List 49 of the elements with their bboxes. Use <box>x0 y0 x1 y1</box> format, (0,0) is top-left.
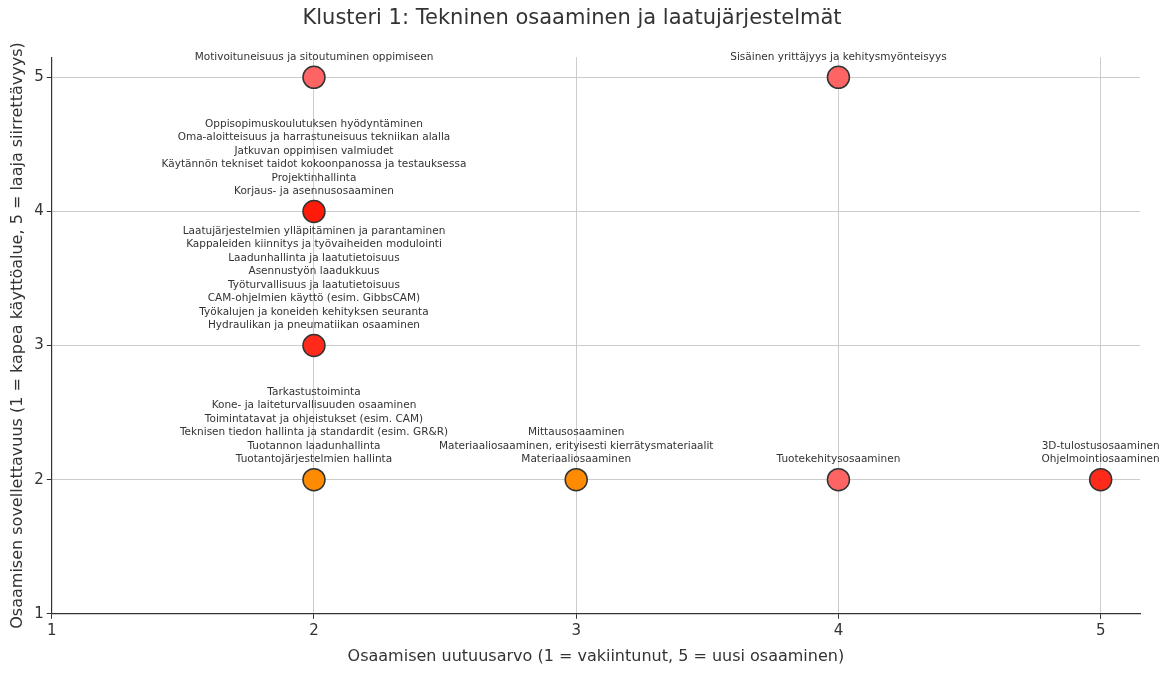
annotation: 3D-tulostusosaaminen <box>1041 438 1160 451</box>
x-tick-label: 1 <box>46 620 57 639</box>
x-tick-label: 3 <box>571 620 581 639</box>
point <box>826 467 851 492</box>
annotation: Työturvallisuus ja laatutietoisuus <box>227 277 400 290</box>
annotation: Oma-aloitteisuus ja harrastuneisuus tekniikan alalla <box>177 130 451 143</box>
x-axis-title: Osaamisen uutuusarvo (1 = vakiintunut, 5 = uusi osaaminen) <box>347 645 845 665</box>
point <box>302 199 326 224</box>
x-tick-label: 4 <box>833 620 844 639</box>
point <box>826 65 851 90</box>
annotation: Käytännön tekniset taidot kokoonpanossa ja testauksessa <box>161 157 467 170</box>
annotation: Materiaaliosaaminen, erityisesti kierrätysmateriaalit <box>438 438 714 451</box>
annotation: Jatkuvan oppimisen valmiudet <box>233 143 394 156</box>
annotation: Tuotannon laadunhallinta <box>246 438 381 451</box>
annotation: Oppisopimuskoulutuksen hyödyntäminen <box>205 116 423 129</box>
chart-title: Klusteri 1: Tekninen osaaminen ja laatujärjestelmät <box>302 5 842 30</box>
point <box>302 333 326 358</box>
annotation: Tarkastustoiminta <box>266 384 361 397</box>
annotation: Hydraulikan ja pneumatiikan osaaminen <box>207 318 421 331</box>
x-tick-label: 5 <box>1095 620 1106 639</box>
y-tick-label: 5 <box>34 67 44 86</box>
y-tick-label: 4 <box>34 201 44 220</box>
annotation: Tuotantojärjestelmien hallinta <box>234 452 393 465</box>
y-tick-label: 2 <box>34 469 44 488</box>
annotation: Mittausosaaminen <box>527 425 625 438</box>
annotation: Teknisen tiedon hallinta ja standardit (esim. GR&R) <box>178 425 449 438</box>
annotation: CAM-ohjelmien käyttö (esim. GibbsCAM) <box>207 291 421 304</box>
annotation: Projektinhallinta <box>271 170 357 183</box>
point <box>564 467 588 492</box>
annotation: Toimintatavat ja ohjeistukset (esim. CAM) <box>203 411 424 424</box>
annotation: Materiaaliosaaminen <box>521 452 632 465</box>
annotation: Kappaleiden kiinnitys ja työvaiheiden modulointi <box>186 237 442 250</box>
y-axis-title: Osaamisen sovellettavuus (1 = kapea käyttöalue, 5 = laaja siirrettävyys) <box>6 42 26 629</box>
annotation: Ohjelmointiosaaminen <box>1041 452 1160 465</box>
y-tick-label: 1 <box>34 603 44 622</box>
annotation: Asennustyön laadukkuus <box>248 264 380 277</box>
point <box>302 65 326 90</box>
annotation: Tuotekehitysosaaminen <box>775 452 901 465</box>
x-tick-label: 2 <box>309 620 319 639</box>
annotation: Kone- ja laiteturvallisuuden osaaminen <box>211 398 417 411</box>
y-tick-label: 3 <box>34 335 44 354</box>
annotation: Laadunhallinta ja laatutietoisuus <box>228 250 400 263</box>
point <box>302 467 326 492</box>
point <box>1088 467 1113 492</box>
annotation: Työkalujen ja koneiden kehityksen seuranta <box>198 304 429 317</box>
annotation: Laatujärjestelmien ylläpitäminen ja parantaminen <box>182 223 446 236</box>
annotation: Motivoituneisuus ja sitoutuminen oppimiseen <box>194 50 434 63</box>
annotation: Sisäinen yrittäjyys ja kehitysmyönteisyys <box>730 50 947 63</box>
annotation: Korjaus- ja asennusosaaminen <box>234 184 394 197</box>
